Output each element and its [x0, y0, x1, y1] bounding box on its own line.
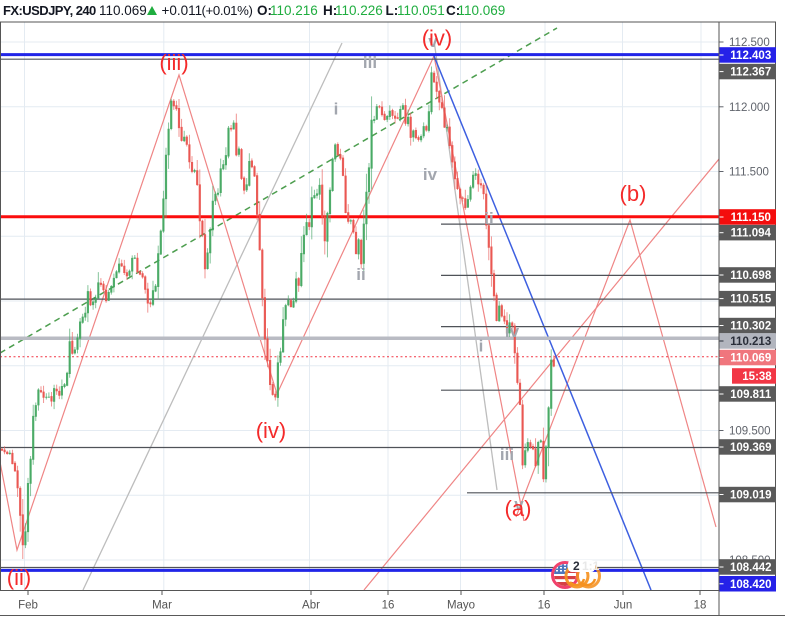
svg-text:v: v [428, 32, 438, 51]
svg-text:109.019: 109.019 [730, 490, 772, 502]
svg-text:110.515: 110.515 [730, 294, 772, 306]
svg-text:Mayo: Mayo [447, 600, 475, 612]
svg-text:(b): (b) [620, 181, 647, 206]
svg-text:iv: iv [423, 165, 438, 184]
svg-text:1:1: 1:1 [582, 559, 600, 573]
svg-text:110.302: 110.302 [730, 321, 771, 333]
svg-text:111.500: 111.500 [729, 167, 769, 179]
svg-text:i: i [479, 337, 484, 356]
svg-text:v: v [514, 495, 524, 514]
svg-text:iii: iii [500, 445, 514, 464]
svg-text:15:38: 15:38 [742, 371, 772, 383]
svg-text:108.442: 108.442 [730, 562, 772, 574]
svg-text:112.367: 112.367 [730, 67, 771, 79]
svg-text:iii: iii [363, 53, 377, 72]
svg-text:(a): (a) [505, 496, 532, 521]
svg-text:ii: ii [484, 209, 493, 228]
svg-text:ii: ii [356, 265, 365, 284]
svg-text:112.000: 112.000 [729, 102, 770, 114]
svg-text:110.213: 110.213 [730, 336, 771, 348]
svg-text:109.811: 109.811 [730, 389, 772, 401]
svg-text:Jun: Jun [614, 600, 633, 612]
svg-text:109.500: 109.500 [729, 426, 771, 438]
svg-text:(ii): (ii) [7, 565, 31, 590]
svg-text:16: 16 [382, 600, 395, 612]
svg-text:18: 18 [694, 600, 707, 612]
svg-text:110.069: 110.069 [730, 353, 771, 365]
svg-text:108.420: 108.420 [730, 579, 772, 591]
svg-text:111.094: 111.094 [731, 228, 772, 240]
svg-text:111.150: 111.150 [731, 212, 771, 224]
svg-text:112.500: 112.500 [729, 37, 770, 49]
svg-text:16: 16 [538, 600, 551, 612]
svg-text:(iv): (iv) [256, 418, 287, 443]
svg-text:(iv): (iv) [422, 26, 453, 51]
svg-text:Abr: Abr [302, 600, 320, 612]
svg-text:110.698: 110.698 [730, 270, 772, 282]
svg-text:iv: iv [505, 322, 520, 341]
svg-text:112.403: 112.403 [730, 50, 771, 62]
svg-text:(iii): (iii) [159, 50, 188, 75]
svg-text:Feb: Feb [18, 600, 38, 612]
svg-text:109.369: 109.369 [730, 442, 772, 454]
svg-text:Mar: Mar [152, 600, 172, 612]
svg-text:i: i [334, 100, 339, 119]
svg-text:2: 2 [573, 559, 580, 573]
